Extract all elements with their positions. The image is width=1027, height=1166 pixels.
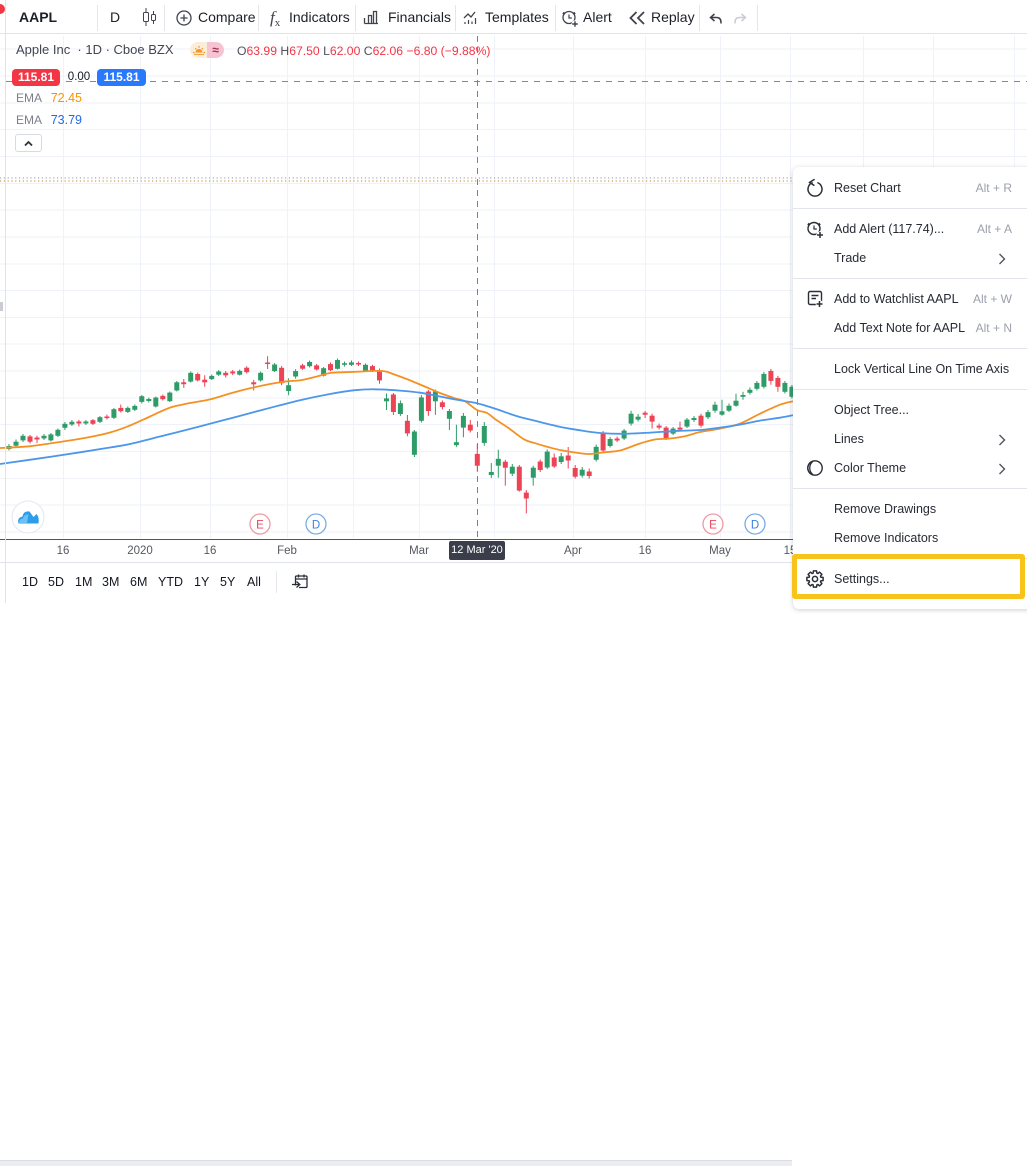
svg-text:E: E xyxy=(256,520,264,532)
svg-text:D: D xyxy=(312,520,320,532)
svg-text:D: D xyxy=(751,520,759,532)
svg-text:E: E xyxy=(709,520,717,532)
